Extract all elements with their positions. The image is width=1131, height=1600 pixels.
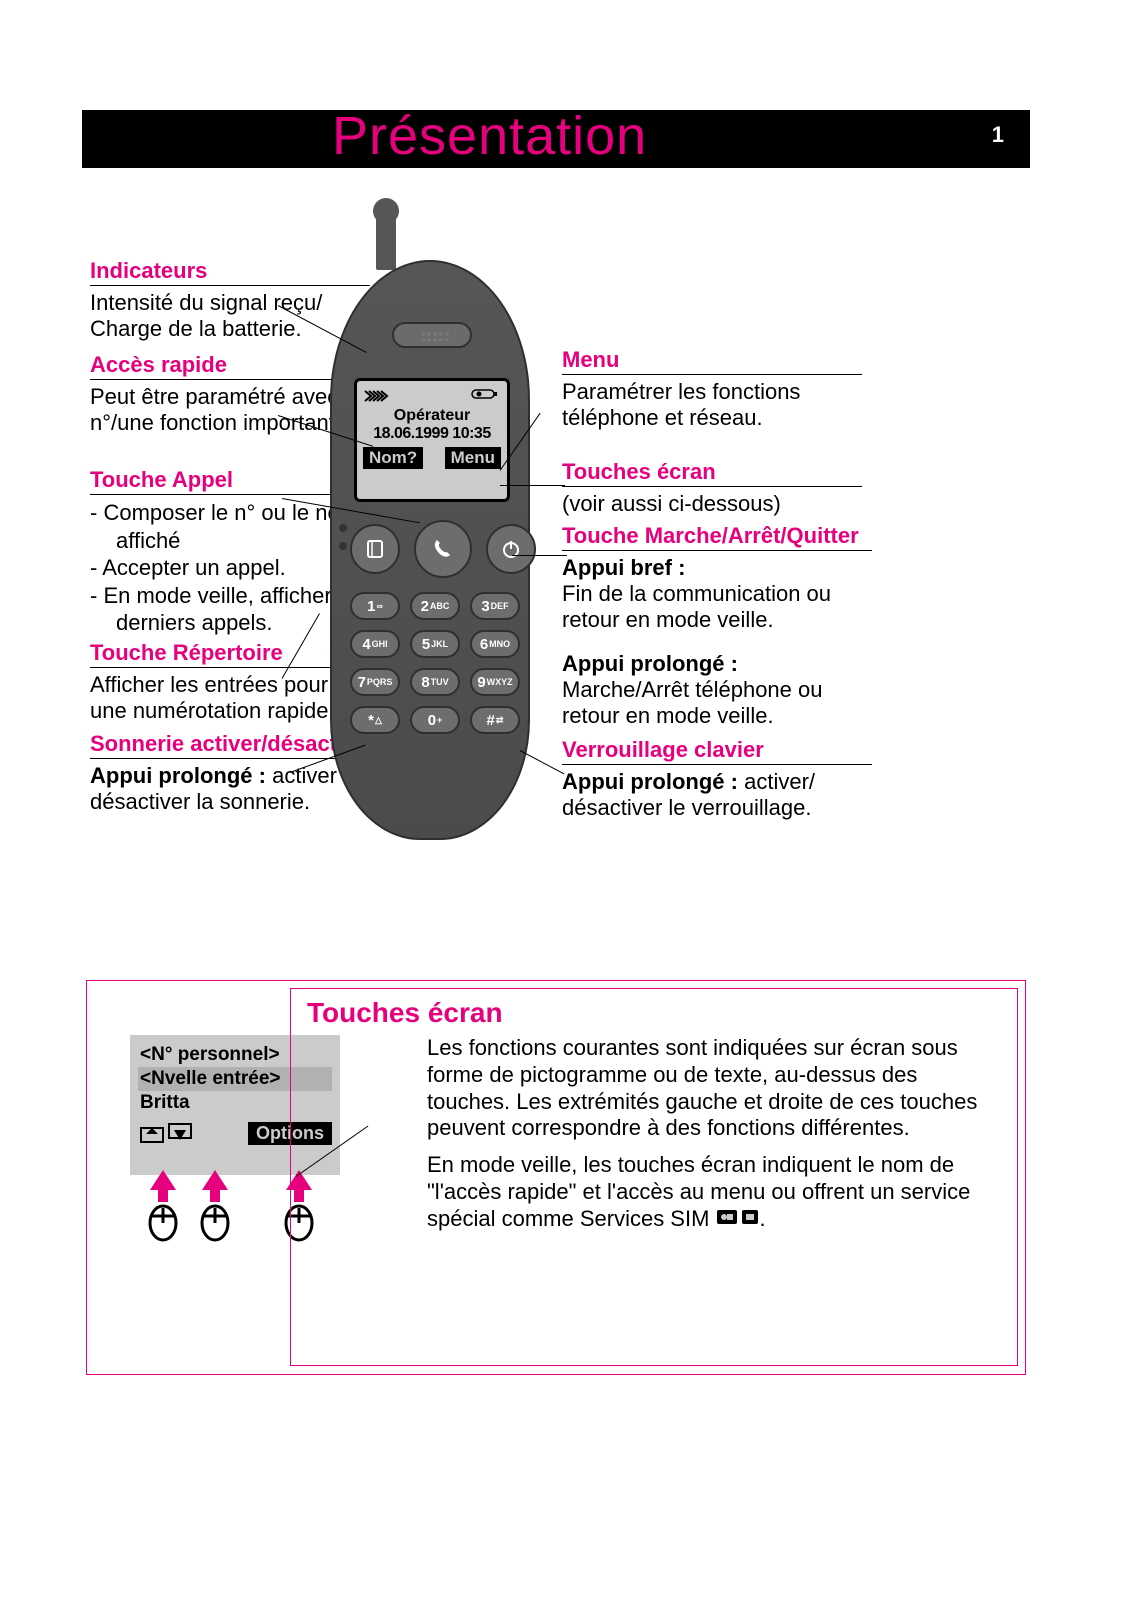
softkey-right: Menu <box>445 447 501 469</box>
right-verrou: Verrouillage clavier Appui prolongé : ac… <box>562 737 872 821</box>
right-menu: Menu Paramétrer les fonctions téléphone … <box>562 347 862 431</box>
power-button <box>486 524 536 574</box>
page-title: Présentation <box>332 105 647 167</box>
keypad-key: 7PQRS <box>350 668 400 696</box>
left-appel: Touche Appel Composer le n° ou le nom af… <box>90 467 370 637</box>
battery-icon <box>471 387 501 405</box>
keypad-key: 1∞ <box>350 592 400 620</box>
sim-icon <box>716 1207 760 1234</box>
call-button <box>414 520 472 578</box>
keypad-key: 2ABC <box>410 592 460 620</box>
page-number: 1 <box>992 122 1004 148</box>
phone-antenna <box>376 200 396 270</box>
text-verrou: Appui prolongé : activer/ désactiver le … <box>562 769 872 821</box>
phone-illustration: Opérateur 18.06.1999 10:35 Nom? Menu 1∞ 2… <box>330 200 530 850</box>
text-indicateurs: Intensité du signal reçu/ Charge de la b… <box>90 290 370 342</box>
text-repertoire: Afficher les entrées pour une numérotati… <box>90 672 370 724</box>
scroll-up-icon <box>138 1121 166 1145</box>
text-bref-body: Fin de la communication ou retour en mod… <box>562 581 872 633</box>
keypad-key: 9WXYZ <box>470 668 520 696</box>
title-bar: Présentation 1 <box>82 110 1030 168</box>
mouse-arrow-icon <box>140 1168 186 1249</box>
mouse-arrow-icon <box>192 1168 238 1249</box>
lower-p2: En mode veille, les touches écran indi­q… <box>307 1152 1001 1233</box>
keypad-key: #⇄ <box>470 706 520 734</box>
heading-verrou: Verrouillage clavier <box>562 737 872 765</box>
keypad-key: 4GHI <box>350 630 400 658</box>
heading-marche: Touche Marche/Arrêt/Quitter <box>562 523 872 551</box>
phone-screen: Opérateur 18.06.1999 10:35 Nom? Menu <box>354 378 510 502</box>
keypad-key: *△ <box>350 706 400 734</box>
leader-line <box>500 485 565 486</box>
text-menu: Paramétrer les fonctions téléphone et ré… <box>562 379 862 431</box>
function-row <box>350 524 536 578</box>
keypad-key: 0+ <box>410 706 460 734</box>
signal-icon <box>363 389 403 403</box>
softkey-left: Nom? <box>363 447 423 469</box>
list-item: Accepter un appel. <box>90 554 370 582</box>
screen-datetime: 18.06.1999 10:35 <box>363 425 501 443</box>
phonebook-button <box>350 524 400 574</box>
heading-indicateurs: Indicateurs <box>90 258 370 286</box>
text-bref: Appui bref : <box>562 555 872 581</box>
heading-menu: Menu <box>562 347 862 375</box>
keypad-key: 3DEF <box>470 592 520 620</box>
heading-appel: Touche Appel <box>90 467 370 495</box>
left-indicateurs: Indicateurs Intensité du signal reçu/ Ch… <box>90 258 370 342</box>
heading-acces: Accès rapide <box>90 352 370 380</box>
left-repertoire: Touche Répertoire Afficher les entrées p… <box>90 640 370 724</box>
keypad: 1∞ 2ABC 3DEF 4GHI 5JKL 6MNO 7PQRS 8TUV 9WXYZ *△ 0+… <box>350 592 520 744</box>
right-touches-ecran: Touches écran (voir aussi ci-dessous) <box>562 459 862 517</box>
text-acces: Peut être paramétré avec un n°/une fonct… <box>90 384 370 436</box>
lower-text-box: Touches écran Les fonctions courantes so… <box>290 988 1018 1366</box>
keypad-key: 5JKL <box>410 630 460 658</box>
leader-line <box>512 555 567 556</box>
heading-touches-ecran: Touches écran <box>562 459 862 487</box>
left-acces: Accès rapide Peut être paramétré avec un… <box>90 352 370 436</box>
heading-repertoire: Touche Répertoire <box>90 640 370 668</box>
lower-title: Touches écran <box>307 997 1001 1029</box>
scroll-down-icon <box>166 1121 194 1145</box>
lower-p1: Les fonctions courantes sont indiquées s… <box>307 1035 1001 1142</box>
phone-body: Opérateur 18.06.1999 10:35 Nom? Menu 1∞ 2… <box>330 260 530 840</box>
phone-earpiece <box>392 322 472 348</box>
list-appel: Composer le n° ou le nom affiché Accepte… <box>90 499 370 637</box>
screen-operator: Opérateur <box>363 407 501 425</box>
phone-side-buttons <box>339 524 349 644</box>
text-touches-ecran: (voir aussi ci-dessous) <box>562 491 862 517</box>
keypad-key: 6MNO <box>470 630 520 658</box>
text-long: Appui prolongé : <box>562 651 872 677</box>
keypad-key: 8TUV <box>410 668 460 696</box>
right-marche: Touche Marche/Arrêt/Quitter Appui bref :… <box>562 523 872 729</box>
list-item: En mode veille, afficher les derniers ap… <box>90 582 370 637</box>
text-long-body: Marche/Arrêt téléphone ou retour en mode… <box>562 677 872 729</box>
